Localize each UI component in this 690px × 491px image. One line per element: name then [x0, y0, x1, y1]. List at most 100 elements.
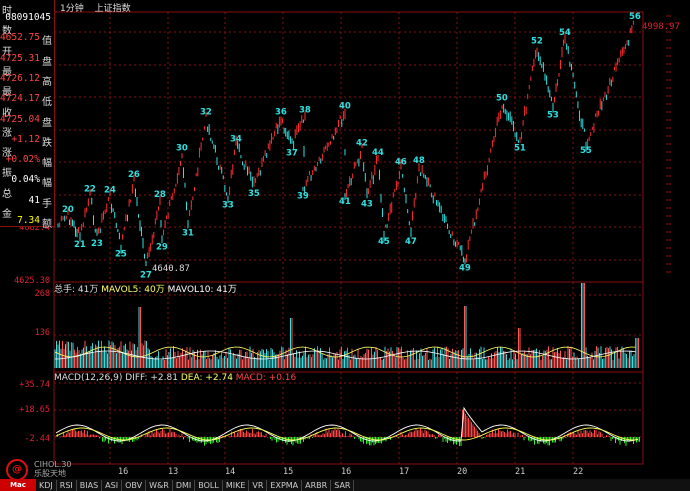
macd-axis-top: +35.74 — [19, 380, 50, 390]
wave-label: 46 — [395, 157, 407, 167]
macd-axis-mid: +18.65 — [19, 405, 50, 415]
info-key-suffix: 额 — [42, 219, 52, 230]
period-label[interactable]: 1分钟 — [60, 4, 84, 14]
wave-label: 37 — [286, 148, 298, 158]
date-tick: 14 — [225, 467, 236, 477]
wave-label: 35 — [248, 189, 260, 199]
date-tick: 17 — [399, 467, 410, 477]
tab-obv[interactable]: OBV — [122, 479, 147, 491]
info-key: 涨 — [2, 127, 12, 139]
info-key-suffix: 盘 — [42, 117, 52, 129]
tab-boll[interactable]: BOLL — [195, 479, 223, 491]
date-tick: 16 — [118, 467, 129, 477]
wave-label: 44 — [372, 148, 384, 158]
macd-dea: DEA: +2.74 — [180, 373, 233, 383]
macd-params: MACD(12,26,9) — [54, 373, 123, 383]
wave-label: 28 — [154, 190, 166, 200]
tab-rsi[interactable]: RSI — [57, 479, 77, 491]
info-key: 金 — [2, 209, 12, 220]
tab-bias[interactable]: BIAS — [77, 479, 103, 491]
tab-dmi[interactable]: DMI — [173, 479, 196, 491]
wave-label: 55 — [580, 146, 592, 156]
info-key: 数 — [2, 26, 12, 38]
info-value: 4652.75 — [0, 32, 40, 44]
tab-mike[interactable]: MIKE — [223, 479, 250, 491]
price-axis-mid: 4682.4 — [19, 223, 50, 233]
watermark-line2: 乐股天地 — [34, 469, 66, 478]
info-key-suffix: 低 — [42, 97, 52, 109]
wave-label: 49 — [459, 264, 471, 274]
info-value: 08091045 — [5, 12, 51, 23]
wave-label: 51 — [514, 143, 526, 153]
info-key: 时 — [2, 6, 12, 17]
tab-list: KDJ RSI BIAS ASI OBV W&R DMI BOLL MIKE VR EXPMA ARB… — [36, 479, 355, 491]
mavol10-value: MAVOL10: 41万 — [167, 285, 237, 295]
macd-legend: MACD(12,26,9) DIFF: +2.81 DEA: +2.74 MAC… — [54, 373, 296, 383]
info-value: +1.12 — [11, 133, 40, 145]
volume-total: 总手: 41万 — [54, 285, 99, 295]
wave-label: 32 — [200, 108, 212, 118]
tab-arbr[interactable]: ARBR — [302, 479, 332, 491]
tab-wr[interactable]: W&R — [146, 479, 173, 491]
wave-label: 56 — [629, 12, 641, 22]
app-logo[interactable]: Mac — [0, 479, 36, 491]
info-value: 4724.17 — [0, 93, 40, 105]
date-tick: 22 — [573, 467, 584, 477]
info-value: 4726.12 — [0, 72, 40, 84]
tab-vr[interactable]: VR — [249, 479, 268, 491]
macd-diff-line — [55, 406, 639, 442]
info-key: 开 — [2, 46, 12, 58]
date-tick: 21 — [515, 467, 526, 477]
watermark-line1: CIHOL.30 — [34, 460, 72, 469]
info-value: 4725.31 — [0, 52, 40, 64]
info-key-suffix: 值 — [42, 36, 52, 48]
wave-label: 41 — [339, 197, 351, 207]
wave-label: 34 — [230, 134, 242, 144]
date-tick: 15 — [283, 467, 294, 477]
info-value: 7.34 — [17, 215, 40, 226]
volume-axis-mid: 136 — [34, 328, 50, 338]
wave-label: 47 — [405, 237, 417, 247]
info-value: 4725.04 — [0, 113, 40, 125]
info-key-suffix: 盘 — [42, 56, 52, 68]
watermark-logo: @ — [6, 459, 28, 481]
info-key-suffix: 手 — [42, 198, 52, 210]
tab-kdj[interactable]: KDJ — [36, 479, 57, 491]
wave-label: 29 — [156, 243, 168, 253]
tab-asi[interactable]: ASI — [102, 479, 123, 491]
date-tick: 13 — [168, 467, 179, 477]
wave-label: 20 — [62, 205, 74, 215]
wave-label: 48 — [413, 156, 425, 166]
index-name[interactable]: 上证指数 — [94, 4, 131, 14]
wave-label: 31 — [182, 229, 194, 239]
wave-label: 45 — [378, 237, 390, 247]
macd-panel-frame — [53, 371, 644, 465]
tab-expma[interactable]: EXPMA — [267, 479, 303, 491]
tab-sar[interactable]: SAR — [331, 479, 355, 491]
info-key-suffix: 幅 — [42, 158, 52, 170]
low-price-tag: 4640.87 — [152, 264, 190, 274]
wave-label: 54 — [559, 28, 571, 38]
watermark-text: CIHOL.30 乐股天地 — [34, 460, 94, 478]
wave-label: 53 — [547, 111, 559, 121]
info-key-suffix: 跌 — [42, 137, 52, 149]
wave-label: 43 — [361, 199, 373, 209]
wave-label: 52 — [531, 36, 543, 46]
wave-label: 30 — [176, 143, 188, 153]
mavol5-line — [54, 346, 636, 358]
wave-label: 27 — [140, 271, 152, 281]
chart-title-bar: 1分钟 上证指数 — [60, 1, 131, 14]
date-tick: 20 — [457, 467, 468, 477]
info-key: 最 — [2, 66, 12, 78]
wave-label: 25 — [115, 250, 127, 260]
wave-label: 36 — [275, 108, 287, 118]
volume-axis-top: 268 — [34, 289, 50, 299]
info-key: 总 — [2, 188, 12, 200]
indicator-tab-bar: Mac KDJ RSI BIAS ASI OBV W&R DMI BOLL MIKE VR EXPM… — [0, 479, 690, 491]
macd-diff: DIFF: +2.81 — [125, 373, 178, 383]
wave-label: 22 — [84, 185, 96, 195]
macd-axis-low: -2.44 — [24, 434, 50, 444]
info-value: +0.02% — [5, 154, 40, 166]
